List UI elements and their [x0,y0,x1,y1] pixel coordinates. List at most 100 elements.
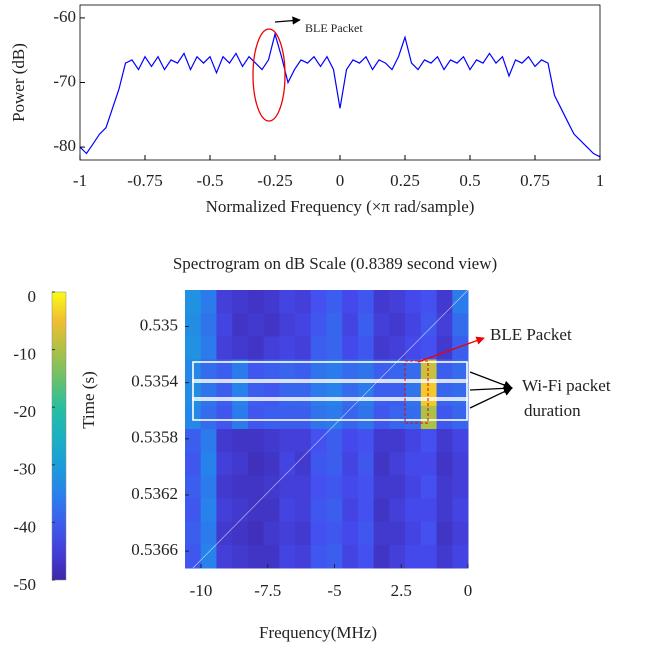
heatmap-cell [263,382,280,407]
heatmap-cell [389,498,406,523]
x-axis-label: Normalized Frequency (×π rad/sample) [206,197,475,216]
heatmap-cell [310,382,327,407]
annotation: duration [524,401,581,420]
heatmap-cell [357,313,375,337]
heatmap-cell [342,336,359,360]
heatmap-cell [420,405,438,430]
heatmap-cell [279,359,296,384]
heatmap-cell [357,498,375,523]
y-tick-label: 0.5358 [131,428,178,447]
heatmap-cell [405,429,422,453]
heatmap-cell [389,475,406,499]
heatmap-cell [263,521,280,546]
heatmap-cell [247,429,265,453]
heatmap-cell [295,498,312,523]
heatmap-cell [373,382,390,407]
x-axis-label: Frequency(MHz) [259,623,377,642]
heatmap-cell [420,475,438,499]
heatmap-cell [326,313,343,337]
heatmap-cell [436,544,453,569]
heatmap-cell [200,498,217,523]
heatmap-cell [279,498,296,523]
heatmap-cell [373,521,390,546]
heatmap-cell [420,290,438,314]
heatmap-cell [342,313,359,337]
heatmap-cell [373,475,390,499]
heatmap-cell [342,290,359,314]
wifi-packet-box [192,379,468,401]
heatmap-cell [185,290,202,314]
heatmap-cell [200,521,217,546]
wifi-packet-box [192,361,468,383]
heatmap-cell [405,498,422,523]
heatmap-cell [185,498,202,523]
heatmap-cell [216,290,233,314]
heatmap-cell [326,405,343,430]
heatmap-cell [342,475,359,499]
heatmap-cell [326,544,343,569]
heatmap-cell [452,521,469,546]
heatmap-cell [185,429,202,453]
heatmap-cell [200,475,217,499]
heatmap-cell [389,313,406,337]
heatmap-cell [200,313,217,337]
y-tick-label: -80 [53,136,76,155]
heatmap-cell [279,429,296,453]
heatmap-cell [295,405,312,430]
x-tick-label: -10 [190,581,213,600]
colorbar-label: -40 [13,517,36,536]
heatmap-cell [232,544,249,569]
heatmap-cell [436,290,453,314]
heatmap-cell [279,313,296,337]
heatmap-cell [295,336,312,360]
heatmap-cell [373,359,390,384]
heatmap-cell [357,336,375,360]
x-tick-label: -0.5 [197,171,224,190]
heatmap-cell [342,405,359,430]
x-tick-label: 0 [336,171,345,190]
colorbar-label: -20 [13,402,36,421]
heatmap-cell [420,313,438,337]
x-tick-label: -1 [73,171,87,190]
heatmap-cell [405,359,422,384]
heatmap-cell [263,544,280,569]
heatmap-cell [342,359,359,384]
wifi-arrow [469,387,513,409]
heatmap-cell [326,290,343,314]
heatmap-cell [389,382,406,407]
heatmap-cell [405,405,422,430]
x-tick-label: -5 [327,581,341,600]
x-tick-label: -0.25 [257,171,292,190]
ble-arrow [417,336,485,363]
heatmap-cell [405,475,422,499]
heatmap-cell [185,452,202,476]
heatmap-cell [295,452,312,476]
heatmap-cell [452,405,469,430]
heatmap-cell [452,336,469,360]
heatmap-cell [216,429,233,453]
heatmap-cell [389,290,406,314]
annotation-arrow [274,16,301,25]
heatmap-cell [326,498,343,523]
heatmap-cell [279,521,296,546]
heatmap-cell [200,405,217,430]
heatmap-cell [295,313,312,337]
heatmap-cell [310,405,327,430]
heatmap-cell [326,336,343,360]
heatmap-cell [326,359,343,384]
heatmap-cell [436,405,453,430]
colorbar [51,291,67,581]
heatmap-cell [342,429,359,453]
heatmap-cell [216,521,233,546]
heatmap-cell [436,498,453,523]
heatmap-cell [405,313,422,337]
heatmap-cell [436,429,453,453]
heatmap-cell [452,475,469,499]
spectrum-chart: -1 -0.75 -0.5 -0.25 0 0.25 0.5 0.75 1 -80 -70 -60 No… [9,4,605,216]
heatmap-cell [279,382,296,407]
heatmap-cell [420,452,438,476]
y-axis-label: Time (s) [79,371,98,428]
heatmap-cell [279,452,296,476]
x-tick-label: 1 [596,171,605,190]
heatmap-cell [247,313,265,337]
